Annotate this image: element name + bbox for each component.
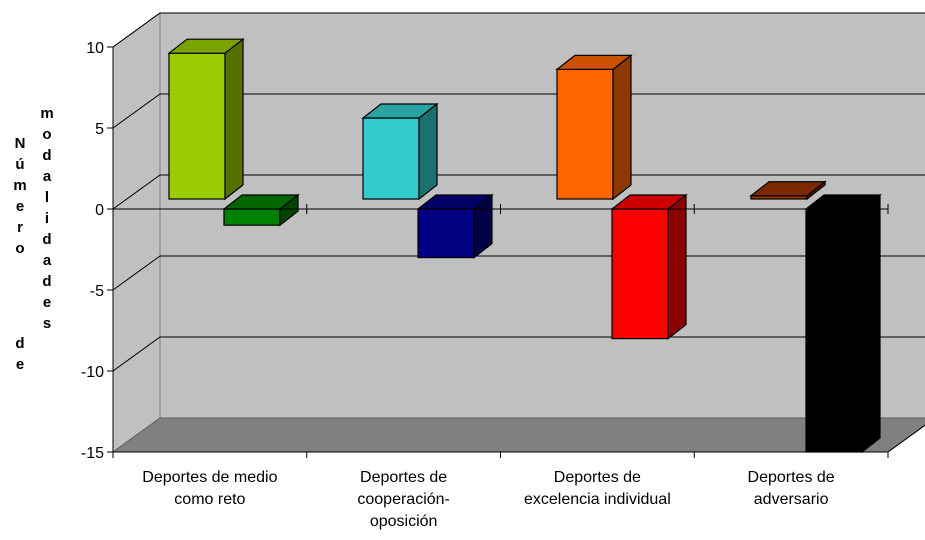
y-tick-label: 5 bbox=[95, 121, 104, 138]
y-tick-label: -10 bbox=[81, 364, 104, 381]
bar-top bbox=[749, 181, 827, 197]
bar bbox=[167, 37, 245, 201]
gridline bbox=[112, 336, 925, 372]
category-label: oposición bbox=[370, 513, 438, 530]
y-label-char: e bbox=[16, 198, 24, 215]
bar-side bbox=[224, 37, 244, 201]
category-label: Deportes de bbox=[554, 469, 641, 486]
category-label: Deportes de bbox=[360, 469, 447, 486]
category-label: adversario bbox=[754, 491, 829, 508]
bar-side bbox=[418, 102, 438, 201]
bar bbox=[610, 193, 688, 340]
y-label-char: ú bbox=[15, 156, 24, 173]
bar-front bbox=[556, 68, 614, 200]
floor-edge bbox=[887, 424, 925, 453]
y-label-char: r bbox=[17, 219, 23, 236]
bar bbox=[804, 193, 882, 454]
y-label-char: d bbox=[42, 231, 51, 248]
bars bbox=[167, 37, 882, 454]
gridline bbox=[112, 93, 925, 129]
bar bbox=[361, 102, 439, 201]
bar-front bbox=[168, 52, 226, 200]
bar-top bbox=[167, 38, 245, 54]
floor bbox=[111, 417, 925, 453]
y-tick-label: -15 bbox=[81, 445, 104, 462]
y-tick-label: 0 bbox=[95, 202, 104, 219]
bar bbox=[416, 193, 494, 259]
y-label-char: d bbox=[15, 335, 24, 352]
bar-side bbox=[861, 193, 881, 454]
y-label-char: s bbox=[43, 315, 51, 332]
category-label: Deportes de medio bbox=[142, 469, 277, 486]
y-label-char: d bbox=[42, 273, 51, 290]
y-label-char: e bbox=[43, 294, 51, 311]
y-label-char: e bbox=[16, 356, 24, 373]
y-tick-label: -5 bbox=[90, 283, 104, 300]
category-label: Deportes de bbox=[748, 469, 835, 486]
y-tick-labels: 10 5 0 -5 -10 -15 bbox=[81, 40, 104, 462]
y-label-char: l bbox=[45, 189, 49, 206]
side-wall bbox=[112, 12, 161, 453]
y-label-char: m bbox=[13, 177, 26, 194]
bar-front bbox=[417, 208, 475, 259]
chart-walls bbox=[111, 12, 925, 453]
y-label-char: o bbox=[15, 240, 24, 257]
bar-front bbox=[223, 208, 281, 226]
category-label: excelencia individual bbox=[524, 491, 671, 508]
bar-front bbox=[805, 208, 863, 453]
y-label-char: i bbox=[45, 210, 49, 227]
gridline bbox=[112, 12, 925, 48]
bar-side bbox=[612, 54, 632, 201]
bar-top bbox=[555, 54, 633, 71]
y-tick-label: 10 bbox=[86, 40, 104, 57]
bar bbox=[749, 180, 827, 201]
bar bbox=[555, 54, 633, 201]
axes bbox=[107, 46, 925, 458]
y-label-char: m bbox=[40, 105, 53, 122]
category-label: como reto bbox=[174, 491, 245, 508]
y-label-char: N bbox=[15, 135, 26, 152]
y-label-char: a bbox=[43, 252, 52, 269]
y-label-char: a bbox=[43, 168, 52, 185]
bar-side bbox=[667, 193, 687, 340]
bar bbox=[222, 193, 300, 227]
bar-top bbox=[361, 103, 439, 119]
bar-front bbox=[611, 208, 669, 340]
category-label: cooperación- bbox=[357, 491, 450, 508]
y-label-char: d bbox=[42, 147, 51, 164]
category-labels: Deportes de medio como reto Deportes de coo… bbox=[142, 469, 835, 530]
bar-front bbox=[362, 117, 420, 200]
y-label-char: o bbox=[42, 126, 51, 143]
gridline bbox=[112, 174, 925, 210]
